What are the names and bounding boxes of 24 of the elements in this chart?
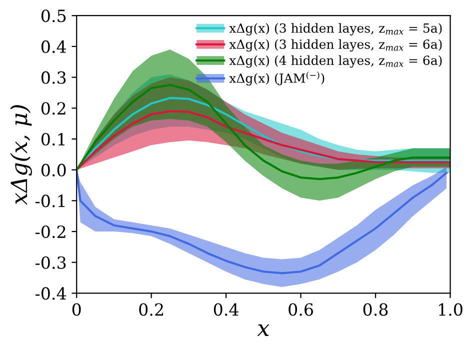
- x-tick-label: 0.8: [363, 303, 388, 316]
- y-tick-label: 0.0: [41, 164, 66, 176]
- y-tick-label: 0.2: [41, 102, 66, 115]
- legend-label: xΔg(x) (4 hidden layes, z$_{max}$ = 6a): [229, 55, 442, 68]
- x-axis-title: x: [257, 324, 270, 336]
- y-tick-label: 0.1: [41, 132, 65, 146]
- y-tick-label: 0.5: [41, 10, 66, 22]
- y-axis-title: xΔg(x, μ): [10, 105, 32, 205]
- line-series: [76, 110, 450, 171]
- y-tick-label: -0.4: [35, 287, 66, 300]
- legend-label: xΔg(x) (3 hidden layes, z$_{max}$ = 6a): [229, 39, 442, 52]
- x-tick-label: 0.4: [214, 303, 238, 316]
- y-tick-label: 0.4: [41, 40, 66, 54]
- legend-label: xΔg(x) (JAM$^{(−)}$): [229, 71, 324, 86]
- line-series: [76, 84, 450, 180]
- x-tick-label: 1.0: [439, 303, 462, 316]
- y-tick-label: -0.2: [35, 225, 66, 238]
- y-tick-label: -0.1: [35, 194, 65, 208]
- x-tick-label: 0.2: [139, 303, 163, 316]
- y-tick-label: -0.3: [35, 256, 66, 269]
- x-tick-label: 0: [72, 303, 81, 316]
- x-tick-label: 0.6: [288, 303, 314, 316]
- y-tick-label: 0.3: [41, 71, 66, 84]
- legend-label: xΔg(x) (3 hidden layes, z$_{max}$ = 5a): [229, 23, 442, 36]
